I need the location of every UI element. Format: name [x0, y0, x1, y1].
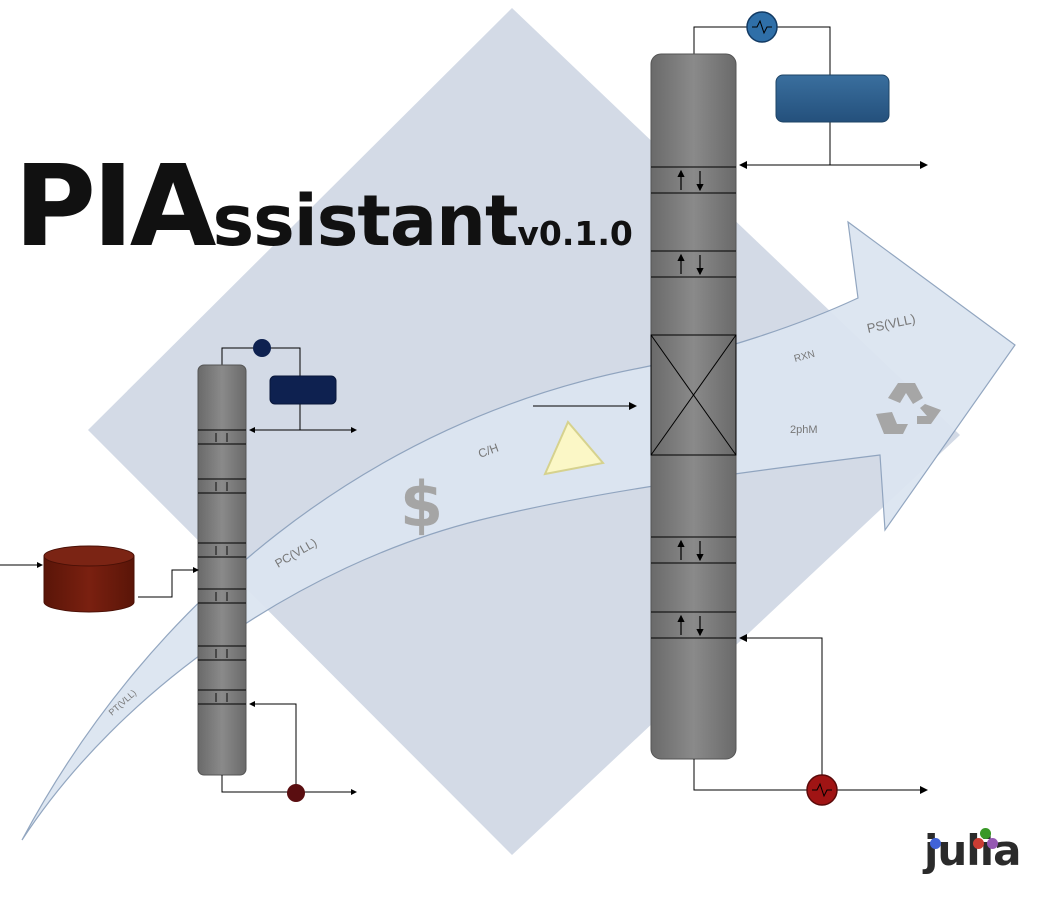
label-rxn: RXN — [793, 349, 816, 365]
dollar-icon: $ — [400, 468, 443, 541]
recycle-icon — [876, 383, 941, 434]
title-ssistant: ssistant — [212, 180, 518, 262]
julia-dot-icon — [987, 838, 998, 849]
large-reboiler-icon — [806, 774, 838, 806]
small-reboiler-icon — [287, 784, 305, 802]
julia-dot-icon — [980, 828, 991, 839]
large-column — [650, 53, 737, 760]
julia-logo-text: julia — [924, 826, 1021, 875]
feed-tank — [0, 545, 135, 613]
large-condenser-icon — [746, 11, 778, 43]
packed-section — [650, 334, 737, 456]
small-column — [197, 364, 247, 776]
title-pia: PIA — [14, 142, 216, 272]
small-reflux-drum — [269, 375, 337, 405]
label-2phm: 2phM — [790, 424, 818, 436]
title-version: v0.1.0 — [517, 214, 633, 253]
julia-logo: julia — [924, 826, 1021, 875]
large-column-assembly — [533, 11, 928, 806]
process-arrow — [21, 220, 1016, 841]
small-condenser-pump-icon — [253, 339, 271, 357]
large-reflux-drum — [775, 74, 890, 123]
small-column-assembly — [138, 339, 357, 802]
app-title: PIAssistantv0.1.0 — [14, 142, 633, 272]
julia-dot-icon — [930, 838, 941, 849]
julia-dot-icon — [973, 838, 984, 849]
label-ch: C/H — [476, 441, 500, 461]
triangle-icon — [543, 420, 605, 476]
